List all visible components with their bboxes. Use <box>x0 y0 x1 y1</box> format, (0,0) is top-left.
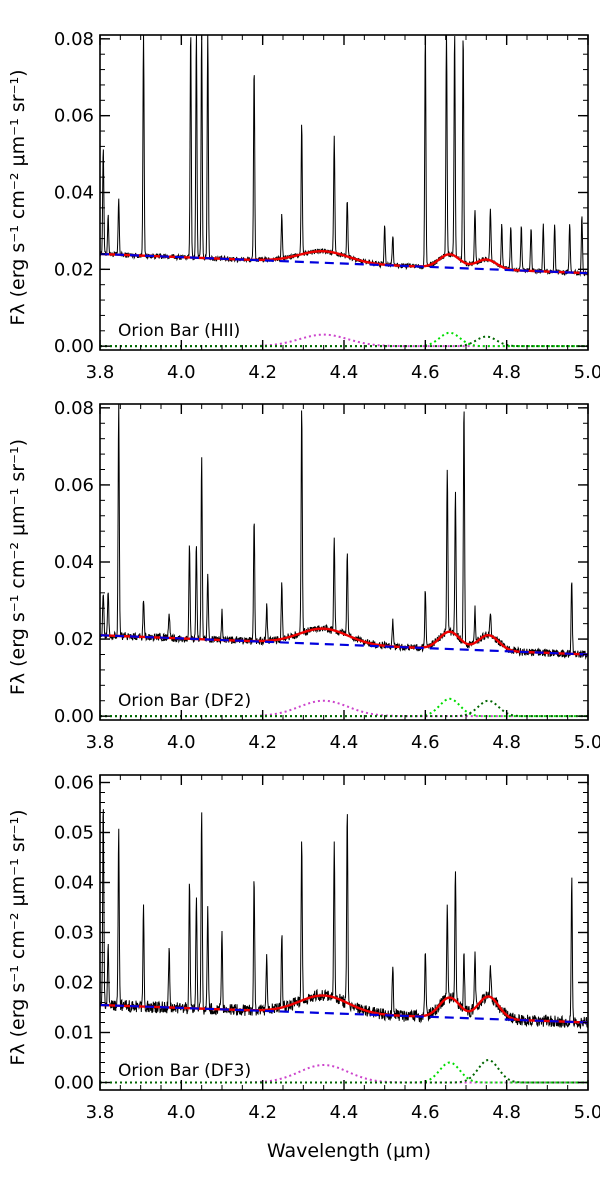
x-axis-title: Wavelength (μm) <box>267 1140 431 1162</box>
x-tick-label: 4.4 <box>330 362 359 383</box>
x-tick-label: 3.8 <box>86 732 115 753</box>
continuum-fit-line <box>100 634 588 656</box>
x-tick-label: 4.8 <box>492 732 521 753</box>
x-tick-label: 4.0 <box>167 362 196 383</box>
x-tick-label: 4.8 <box>492 1102 521 1123</box>
x-tick-label: 4.0 <box>167 1102 196 1123</box>
y-tick-label: 0.00 <box>54 706 94 727</box>
y-tick-label: 0.06 <box>54 475 94 496</box>
observed-spectrum <box>100 404 588 660</box>
y-tick-label: 0.05 <box>54 823 94 844</box>
plot-frame <box>99 774 589 1091</box>
x-tick-label: 5.0 <box>574 1102 600 1123</box>
spectrum-panel-2: 3.8 4.0 4.2 4.4 4.6 4.8 5.0 0.00 0.02 0.04 0.06 0.0… <box>7 398 600 753</box>
y-tick-label: 0.02 <box>54 259 94 280</box>
spectrum-panel-3: 3.8 4.0 4.2 4.4 4.6 4.8 5.0 0.00 0.01 0.02 0.03 0.0… <box>7 773 600 1124</box>
y-tick-label: 0.04 <box>54 873 94 894</box>
x-tick-label: 3.8 <box>86 362 115 383</box>
x-tick-label: 4.6 <box>411 362 440 383</box>
y-tick-label: 0.02 <box>54 973 94 994</box>
panel-label: Orion Bar (HII) <box>118 321 240 341</box>
x-tick-label: 4.0 <box>167 732 196 753</box>
y-tick-label: 0.00 <box>54 336 94 357</box>
y-tick-label: 0.02 <box>54 629 94 650</box>
y-tick-label: 0.03 <box>54 923 94 944</box>
x-tick-label: 4.6 <box>411 732 440 753</box>
y-tick-label: 0.06 <box>54 106 94 127</box>
x-tick-label: 4.8 <box>492 362 521 383</box>
y-tick-label: 0.04 <box>54 183 94 204</box>
y-axis-title: Fλ (erg s⁻¹ cm⁻² μm⁻¹ sr⁻¹) <box>7 809 29 1065</box>
x-tick-label: 4.2 <box>248 732 277 753</box>
x-tick-label: 4.2 <box>248 1102 277 1123</box>
spectrum-panel-1: 3.8 4.0 4.2 4.4 4.6 4.8 5.0 0.00 0.02 0.04 0.06 0.0… <box>7 29 600 383</box>
x-tick-label: 4.4 <box>330 732 359 753</box>
continuum-fit-line <box>100 252 588 275</box>
y-axis-title: Fλ (erg s⁻¹ cm⁻² μm⁻¹ sr⁻¹) <box>7 69 29 325</box>
y-tick-label: 0.06 <box>54 773 94 794</box>
panel-label: Orion Bar (DF3) <box>118 1061 251 1081</box>
y-tick-label: 0.01 <box>54 1023 94 1044</box>
plot-frame <box>99 34 589 351</box>
x-tick-label: 4.2 <box>248 362 277 383</box>
observed-spectrum <box>100 809 588 1030</box>
y-tick-label: 0.08 <box>54 29 94 50</box>
continuum-fit-line <box>100 1003 588 1024</box>
y-tick-label: 0.00 <box>54 1073 94 1094</box>
plot-frame <box>99 403 589 721</box>
x-tick-label: 5.0 <box>574 732 600 753</box>
x-tick-label: 5.0 <box>574 362 600 383</box>
x-tick-label: 4.6 <box>411 1102 440 1123</box>
observed-spectrum <box>100 35 588 277</box>
x-tick-label: 4.4 <box>330 1102 359 1123</box>
y-tick-label: 0.04 <box>54 552 94 573</box>
panel-label: Orion Bar (DF2) <box>118 691 251 711</box>
y-tick-label: 0.08 <box>54 398 94 419</box>
y-axis-title: Fλ (erg s⁻¹ cm⁻² μm⁻¹ sr⁻¹) <box>7 439 29 695</box>
x-tick-label: 3.8 <box>86 1102 115 1123</box>
